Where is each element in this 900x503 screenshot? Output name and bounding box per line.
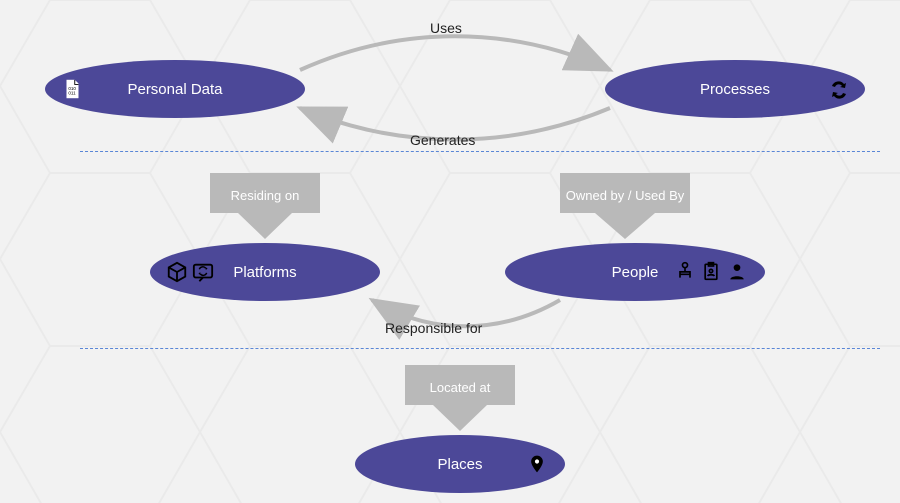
node-platforms-label: Platforms [233,264,296,281]
arrow-located-at-label: Located at [430,380,491,396]
node-places: Places [355,435,565,493]
cycle-icon [827,78,849,100]
label-generates: Generates [410,132,475,148]
node-people: People [505,243,765,301]
node-platforms: Platforms [150,243,380,301]
arrow-owned-by: Owned by / Used By [560,173,690,239]
arrow-residing-on: Residing on [210,173,320,239]
arrow-located-at: Located at [405,365,515,431]
pin-icon [527,453,549,475]
label-uses: Uses [430,20,462,36]
divider-2 [80,348,880,349]
node-people-label: People [612,264,659,281]
chat-cycle-icon [192,261,214,283]
node-places-label: Places [437,456,482,473]
badge-icon [701,261,723,283]
node-processes-label: Processes [700,81,770,98]
divider-1 [80,151,880,152]
node-personal-data-label: Personal Data [127,81,222,98]
node-processes: Processes [605,60,865,118]
label-responsible-for: Responsible for [385,320,482,336]
node-personal-data: 010011 Personal Data [45,60,305,118]
org-icon [675,261,697,283]
svg-text:011: 011 [68,91,76,96]
data-file-icon: 010011 [61,78,83,100]
arrow-owned-by-label: Owned by / Used By [566,188,685,204]
person-icon [727,261,749,283]
cube-icon [166,261,188,283]
curve-uses [300,36,610,70]
arrow-residing-on-label: Residing on [231,188,300,204]
